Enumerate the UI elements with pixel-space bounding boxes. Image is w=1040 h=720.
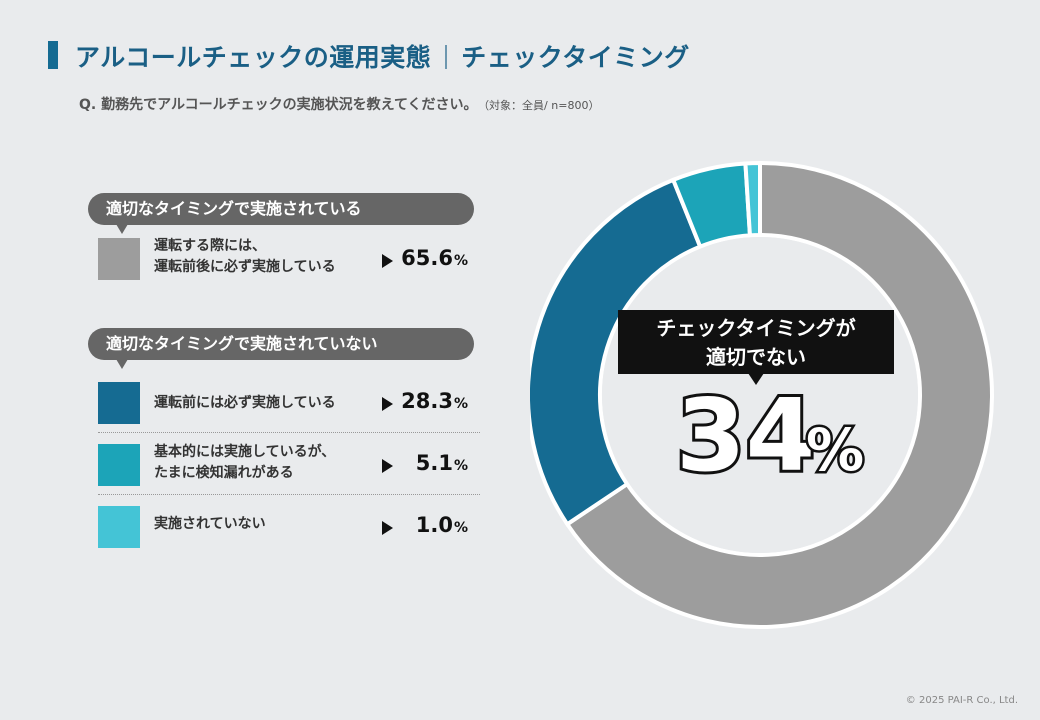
big-stat-number: 34 (676, 378, 815, 488)
legend-label: 運転する際には、 運転前後に必ず実施している (154, 238, 336, 275)
donut-slice (530, 177, 703, 527)
legend-label: 運転前には必ず実施している (154, 395, 336, 411)
arrow-right-icon (382, 459, 393, 473)
legend-item: 運転する際には、 運転前後に必ず実施している 65.6% (98, 236, 478, 296)
question-text: Q. 勤務先でアルコールチェックの実施状況を教えてください。 (79, 97, 478, 113)
divider (98, 494, 480, 495)
title-main: アルコールチェックの運用実態 (75, 43, 432, 72)
legend-value-unit: % (453, 520, 468, 536)
arrow-right-icon (382, 521, 393, 535)
callout-box: チェックタイミングが 適切でない (618, 310, 894, 385)
arrow-right-icon (382, 254, 393, 268)
legend-item: 基本的には実施しているが、 たまに検知漏れがある 5.1% (98, 440, 478, 500)
legend-value-number: 28.3 (401, 389, 453, 413)
page-title: アルコールチェックの運用実態 チェックタイミング (75, 38, 690, 74)
legend-value-number: 5.1 (415, 451, 453, 475)
title-sub: チェックタイミング (461, 43, 690, 72)
legend-value-unit: % (453, 253, 468, 269)
big-stat-unit: % (806, 416, 864, 484)
legend-value: 5.1% (416, 451, 468, 475)
legend-swatch (98, 506, 140, 548)
legend-value-unit: % (453, 396, 468, 412)
legend-value: 65.6% (401, 246, 468, 270)
title-separator (445, 45, 448, 69)
group-label-inappropriate: 適切なタイミングで実施されていない (88, 328, 474, 369)
arrow-right-icon (382, 397, 393, 411)
legend-item: 運転前には必ず実施している 28.3% (98, 382, 478, 442)
group-label-appropriate: 適切なタイミングで実施されている (88, 193, 474, 234)
legend-swatch (98, 382, 140, 424)
donut-slice (743, 160, 762, 238)
legend-value: 28.3% (401, 389, 468, 413)
survey-question: Q. 勤務先でアルコールチェックの実施状況を教えてください。 （対象：全員/ n=… (79, 94, 599, 114)
big-stat: 34 % (673, 378, 867, 488)
legend-value-unit: % (453, 458, 468, 474)
legend-value-number: 65.6 (401, 246, 453, 270)
divider (98, 432, 480, 433)
donut-slice (564, 160, 994, 629)
question-note: （対象：全員/ n=800） (483, 99, 600, 112)
callout-line-1: チェックタイミングが (656, 316, 856, 340)
legend-swatch (98, 444, 140, 486)
legend-value-number: 1.0 (415, 513, 453, 537)
title-accent-bar (48, 41, 58, 69)
copyright: © 2025 PAI-R Co., Ltd. (905, 695, 1018, 706)
legend-label: 基本的には実施しているが、 たまに検知漏れがある (154, 444, 336, 481)
legend-value: 1.0% (416, 513, 468, 537)
legend-label: 実施されていない (154, 516, 266, 532)
callout-line-2: 適切でない (706, 345, 806, 369)
legend-item: 実施されていない 1.0% (98, 504, 478, 564)
legend-swatch (98, 238, 140, 280)
